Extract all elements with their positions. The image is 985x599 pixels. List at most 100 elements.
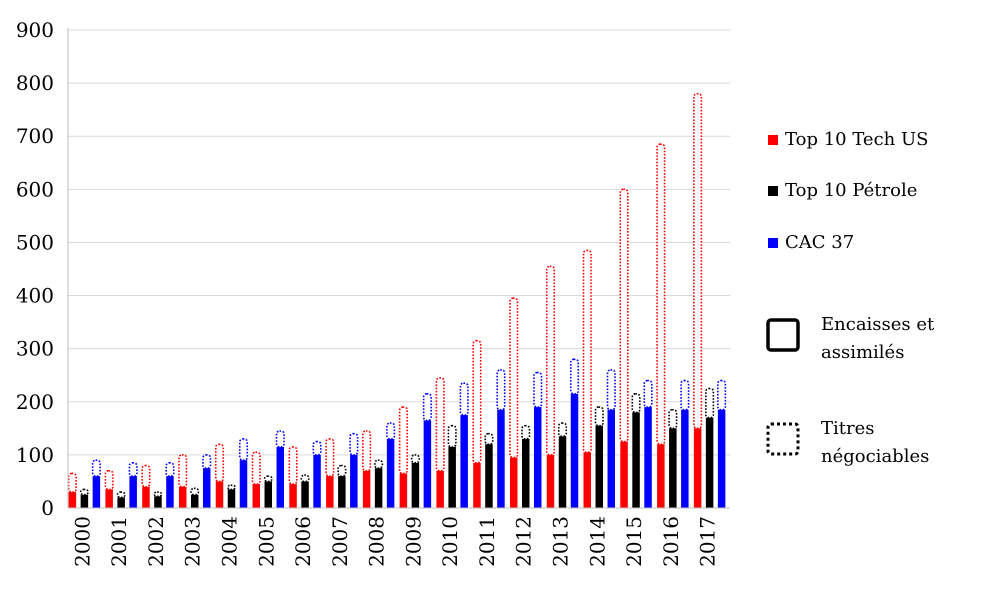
x-tick-label: 2002 (144, 516, 168, 567)
bar-securities (694, 94, 702, 429)
bar-cash (681, 410, 689, 508)
bar-cash (228, 489, 236, 508)
bar-cash (718, 410, 726, 508)
x-tick-label: 2003 (181, 516, 205, 567)
bar-cash (166, 476, 174, 508)
bar-securities (510, 298, 518, 457)
legend: Top 10 Tech US Top 10 Pétrole CAC 37 Encais… (768, 129, 935, 467)
x-tick-label: 2000 (70, 516, 94, 567)
bar-securities (584, 250, 592, 452)
bar-securities (265, 476, 273, 481)
x-tick-label: 2005 (254, 516, 278, 567)
bar-securities (289, 447, 297, 484)
bar-securities (632, 394, 640, 413)
bar-cash (584, 452, 592, 508)
bar-cash (81, 495, 89, 508)
bar-securities (460, 383, 468, 415)
bar-securities (706, 389, 714, 418)
x-tick-label: 2001 (107, 516, 131, 567)
x-tick-label: 2015 (622, 516, 646, 567)
legend-label: Titres (821, 418, 875, 439)
bar-cash (326, 476, 334, 508)
bar-cash (129, 476, 137, 508)
x-tick-label: 2008 (365, 516, 389, 567)
bar-cash (117, 497, 125, 508)
bar-securities (657, 144, 665, 444)
bar-securities (547, 266, 555, 455)
y-tick-label: 300 (16, 337, 54, 361)
bar-securities (154, 492, 162, 496)
bar-securities (424, 394, 432, 421)
y-tick-label: 200 (16, 390, 54, 414)
bar-securities (81, 489, 89, 494)
bar-cash (387, 439, 395, 508)
bar-cash (571, 394, 579, 508)
bar-securities (69, 473, 77, 492)
bar-cash (400, 473, 408, 508)
bar-cash (203, 468, 211, 508)
x-tick-label: 2004 (218, 516, 242, 567)
bar-cash (657, 444, 665, 508)
bar-securities (608, 370, 616, 410)
bar-cash (620, 442, 628, 508)
bar-cash (448, 447, 456, 508)
y-tick-label: 400 (16, 284, 54, 308)
bar-securities (105, 471, 113, 490)
legend-dotted-box (768, 424, 798, 454)
bar-cash (559, 436, 567, 508)
bar-cash (706, 418, 714, 508)
bar-securities (203, 455, 211, 468)
y-tick-label: 700 (16, 124, 54, 148)
x-tick-label: 2012 (512, 516, 536, 567)
axes (68, 28, 730, 508)
bar-cash (289, 484, 297, 508)
bar-securities (448, 426, 456, 447)
bar-securities (191, 488, 199, 494)
bar-securities (718, 381, 726, 410)
bar-cash (694, 428, 702, 508)
y-tick-label: 0 (41, 496, 54, 520)
bars (69, 94, 726, 508)
bar-securities (350, 434, 358, 455)
bar-securities (534, 373, 542, 408)
bar-cash (644, 407, 652, 508)
legend-swatch (768, 238, 778, 248)
legend-label: Top 10 Tech US (785, 129, 928, 150)
bar-securities (375, 460, 383, 468)
legend-swatch (768, 186, 778, 196)
bar-securities (669, 410, 677, 429)
bar-cash (473, 463, 481, 508)
bar-cash (240, 460, 248, 508)
bar-securities (387, 423, 395, 439)
legend-label: Encaisses et (821, 314, 935, 335)
bar-securities (400, 407, 408, 473)
bar-securities (571, 359, 579, 394)
bar-cash (522, 439, 530, 508)
legend-label: assimilés (821, 342, 904, 363)
bar-securities (681, 381, 689, 410)
bar-cash (596, 426, 604, 508)
bar-securities (497, 370, 505, 410)
bar-securities (216, 444, 224, 481)
bar-securities (338, 466, 346, 477)
bar-securities (166, 463, 174, 476)
bar-securities (142, 466, 150, 487)
bar-cash (485, 444, 493, 508)
bar-cash (412, 463, 420, 508)
bar-cash (669, 428, 677, 508)
x-tick-label: 2006 (291, 516, 315, 567)
bar-securities (559, 423, 567, 436)
x-tick-label: 2010 (438, 516, 462, 567)
bar-cash (363, 471, 371, 508)
bar-cash (301, 481, 309, 508)
bar-securities (179, 455, 187, 487)
legend-solid-box (768, 320, 798, 350)
bar-securities (596, 407, 604, 426)
bar-securities (485, 434, 493, 445)
bar-securities (363, 431, 371, 471)
bar-cash (105, 489, 113, 508)
x-tick-label: 2017 (696, 516, 720, 567)
y-tick-label: 500 (16, 230, 54, 254)
legend-label: Top 10 Pétrole (785, 180, 917, 201)
